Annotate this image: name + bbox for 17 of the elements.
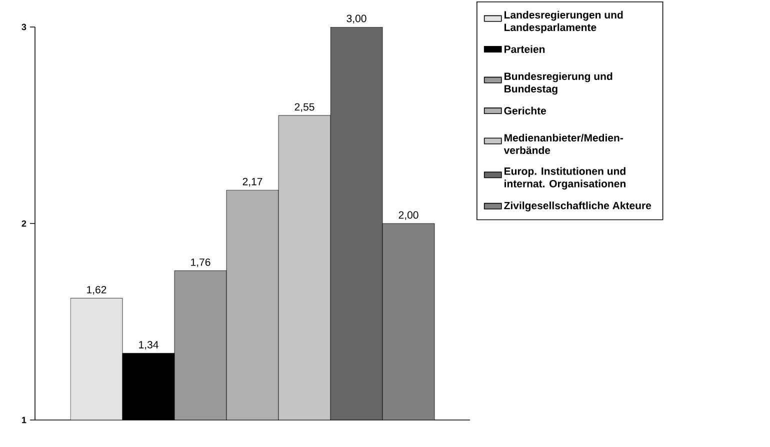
data-label: 2,55: [294, 103, 314, 112]
data-label: 2,17: [242, 178, 262, 187]
data-label: 1,76: [191, 258, 210, 268]
data-label: 1,62: [87, 286, 106, 295]
legend-label: Zivilgesellschaftliche Akteure: [504, 202, 652, 212]
legend-label: Europ. Institutionen und internat. Organisationen: [504, 167, 626, 190]
legend-label: Landesregierungen und Landesparlamente: [504, 10, 623, 34]
y-tick-label: 3: [22, 24, 26, 30]
y-tick-label: 1: [22, 416, 26, 424]
y-tick-label: 2: [22, 220, 26, 227]
legend-label: Parteien: [504, 45, 545, 53]
data-label: 2,00: [398, 211, 418, 220]
legend-label: Medienanbieter/Medien-verbände: [504, 134, 623, 154]
legend-label: Gerichte: [504, 106, 546, 114]
legend-label: Bundesregierung und Bundestag: [504, 72, 612, 95]
data-label: 3,00: [346, 14, 366, 24]
data-label: 1,34: [139, 340, 158, 350]
